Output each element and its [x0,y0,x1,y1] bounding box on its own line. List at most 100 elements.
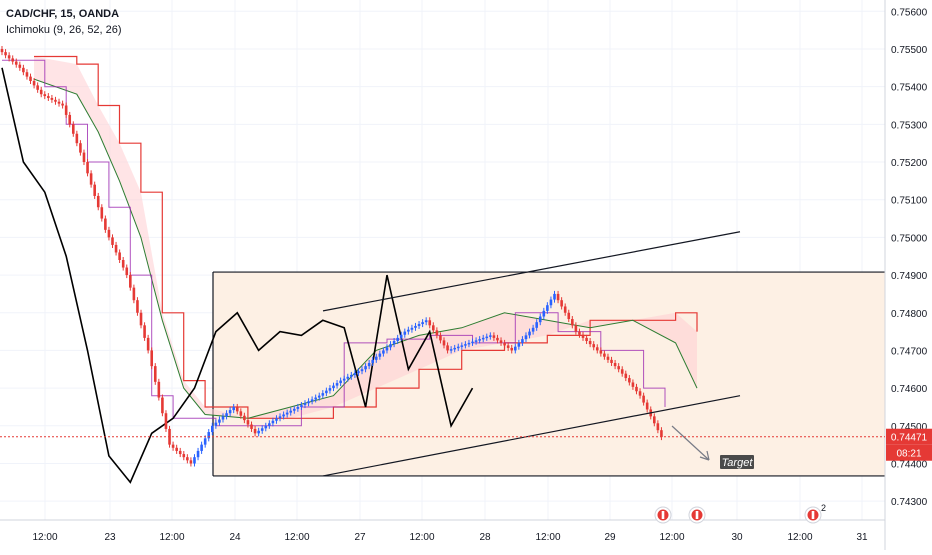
candle-body [107,229,111,238]
candle-body [446,345,449,351]
candle-body [79,143,82,153]
candle-body [485,336,489,339]
candle-body [289,410,293,413]
candle-body [282,414,285,417]
candle-body [225,413,228,417]
candle-body [588,341,592,345]
candle-body [521,339,524,343]
candle-body [350,374,353,377]
candle-body [71,124,75,134]
candle-body [218,419,221,423]
candle-body [186,457,189,461]
y-tick-label: 0.75400 [891,83,928,94]
candle-body [492,335,496,338]
candle-body [453,347,456,350]
candle-body [631,382,635,387]
symbol-title[interactable]: CAD/CHF, 15, OANDA [6,8,120,20]
x-tick-label: 29 [604,532,616,543]
candle-body [200,444,203,451]
y-tick-label: 0.74500 [891,422,928,433]
candle-body [399,334,403,338]
candle-body [478,339,481,341]
event-badge-ca-1[interactable] [688,506,706,524]
candle-body [346,376,350,379]
candle-body [11,58,14,62]
price-tag-value[interactable]: 0.74471 [891,433,928,444]
countdown-tag-value: 08:21 [896,449,921,460]
event-badge-ca-2[interactable]: 2 [804,503,826,524]
candle-body [314,397,317,400]
candle-body [182,454,186,458]
target-arrow-head-icon [699,450,710,461]
candle-body [239,411,243,416]
y-tick-label: 0.75100 [891,196,928,207]
candle-body [385,347,389,351]
candle-body [260,428,264,431]
candle-body [268,423,271,426]
drawings[interactable]: Target [322,231,754,477]
candle-body [325,390,328,394]
candle-body [531,327,535,332]
candle-body [528,331,531,336]
candle-body [246,420,250,425]
candle-body [421,322,424,325]
candle-body [228,410,232,414]
candle-body [367,362,371,367]
candle-body [432,325,435,331]
candle-body [628,378,631,383]
candle-body [235,406,239,412]
target-arrow-shaft[interactable] [671,425,710,461]
candle-body [549,299,553,306]
candle-body [535,322,538,328]
y-tick-label: 0.75600 [891,7,928,18]
candle-body [645,402,649,410]
candle-body [503,342,506,346]
candle-body [64,105,68,115]
candle-body [243,415,246,421]
candle-body [538,316,542,323]
candle-body [89,173,93,185]
y-tick-label: 0.74900 [891,271,928,282]
event-badges[interactable]: 2 [654,503,826,524]
target-label[interactable]: Target [722,457,754,469]
flag-icon-mark [661,511,665,519]
candle-body [556,293,560,301]
candle-body [489,335,492,337]
candle-body [189,460,193,464]
candle-body [414,325,417,328]
candle-body [603,353,606,357]
candle-body [428,320,432,326]
candle-body [250,424,253,429]
indicator-label[interactable]: Ichimoku (9, 26, 52, 26) [6,24,122,36]
x-tick-label: 12:00 [32,532,57,543]
candle-body [567,312,571,320]
x-tick-label: 27 [354,532,366,543]
event-badge-ch[interactable] [654,506,672,524]
candle-body [553,293,556,300]
candle-body [136,300,139,313]
candle-body [211,425,214,433]
candle-body [513,346,517,351]
x-tick-label: 30 [731,532,743,543]
channel-lower-line[interactable] [322,395,741,477]
channel-upper-line[interactable] [322,231,741,312]
candle-body [150,350,154,367]
candle-body [435,330,439,336]
candle-body [118,252,121,260]
candle-body [54,99,57,102]
candle-body [22,67,25,73]
candle-body [542,310,546,317]
candle-body [510,347,514,351]
y-tick-label: 0.74700 [891,346,928,357]
base-line [2,59,666,427]
target-label-bg [720,455,754,469]
candle-body [339,380,342,384]
y-tick-label: 0.74600 [891,384,928,395]
candle-body [599,350,603,354]
candle-body [300,405,303,407]
y-tick-label: 0.75300 [891,120,928,131]
candle-body [581,334,585,338]
